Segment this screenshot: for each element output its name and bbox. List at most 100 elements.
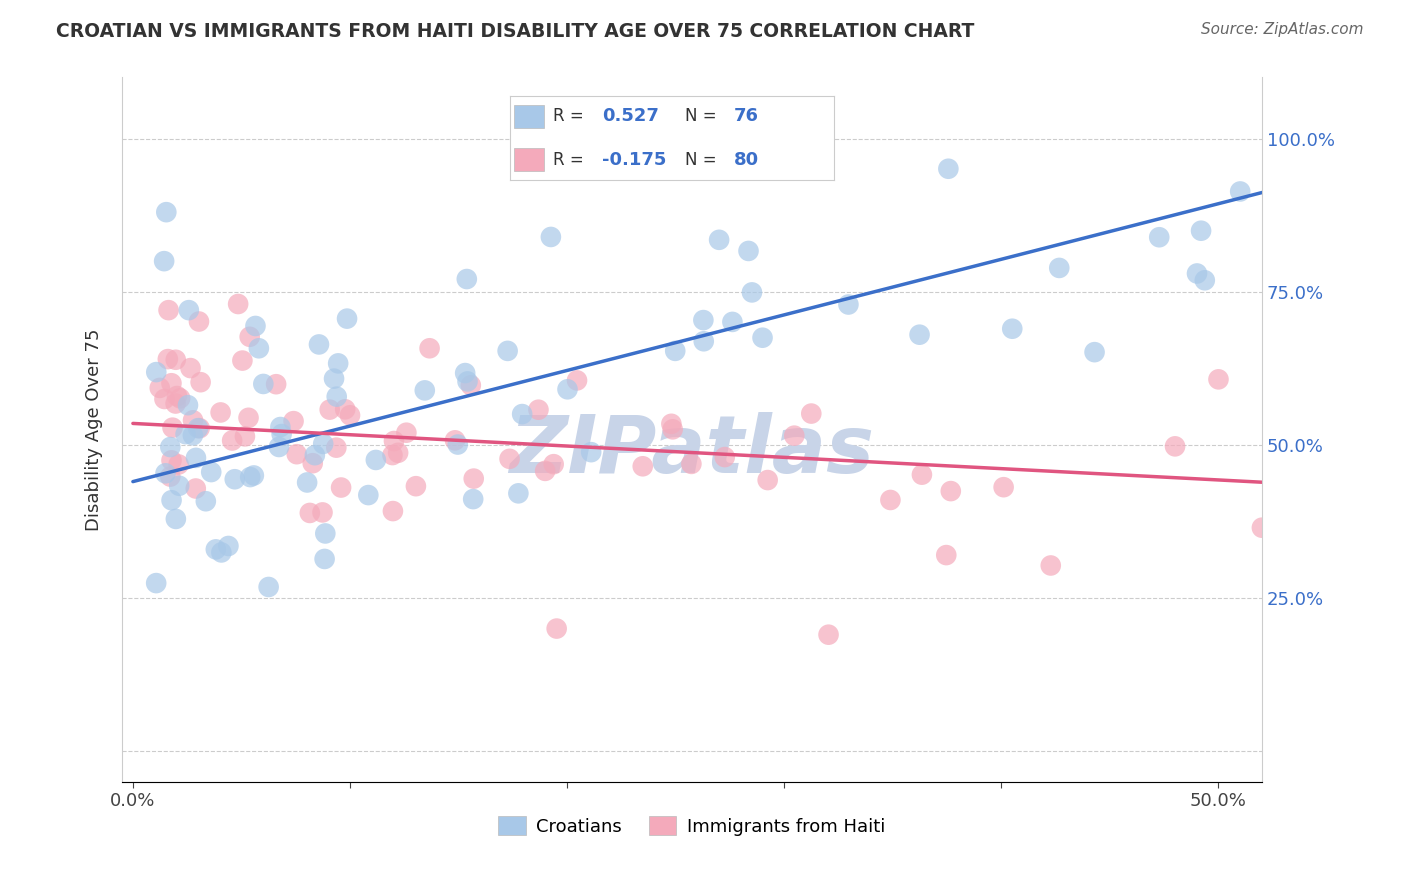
Point bbox=[1337, 457, 1360, 471]
Point bbox=[267, 440, 290, 454]
Point bbox=[1039, 558, 1062, 573]
Point bbox=[1147, 230, 1170, 244]
Point bbox=[314, 526, 336, 541]
Point bbox=[153, 254, 176, 268]
Point bbox=[149, 381, 172, 395]
Point bbox=[756, 473, 779, 487]
Point bbox=[153, 392, 176, 406]
Point bbox=[693, 334, 716, 349]
Point bbox=[318, 402, 340, 417]
Point bbox=[721, 315, 744, 329]
Point bbox=[454, 366, 477, 380]
Point bbox=[783, 428, 806, 442]
Point bbox=[239, 330, 262, 344]
Point bbox=[1194, 273, 1216, 287]
Point bbox=[1083, 345, 1105, 359]
Point bbox=[221, 434, 243, 448]
Point bbox=[737, 244, 759, 258]
Point bbox=[741, 285, 763, 300]
Point bbox=[681, 457, 703, 471]
Point bbox=[546, 622, 568, 636]
Point bbox=[231, 353, 253, 368]
Point bbox=[457, 375, 479, 389]
Point bbox=[155, 467, 177, 481]
Point bbox=[226, 297, 249, 311]
Point bbox=[817, 628, 839, 642]
Point bbox=[166, 389, 188, 403]
Point bbox=[1272, 514, 1295, 528]
Point bbox=[1316, 520, 1339, 534]
Point bbox=[751, 331, 773, 345]
Text: Source: ZipAtlas.com: Source: ZipAtlas.com bbox=[1201, 22, 1364, 37]
Point bbox=[184, 482, 207, 496]
Point bbox=[156, 352, 179, 367]
Point bbox=[460, 378, 482, 392]
Point bbox=[381, 448, 404, 462]
Point bbox=[159, 440, 181, 454]
Point bbox=[160, 376, 183, 391]
Point bbox=[1229, 185, 1251, 199]
Point bbox=[534, 464, 557, 478]
Point bbox=[456, 272, 478, 286]
Point bbox=[557, 382, 579, 396]
Point bbox=[165, 396, 187, 410]
Point bbox=[357, 488, 380, 502]
Point bbox=[162, 420, 184, 434]
Point bbox=[381, 504, 404, 518]
Point bbox=[579, 445, 602, 459]
Point bbox=[157, 303, 180, 318]
Text: ZIPatlas: ZIPatlas bbox=[509, 412, 875, 490]
Point bbox=[1381, 454, 1403, 468]
Point bbox=[181, 413, 204, 427]
Point bbox=[184, 450, 207, 465]
Point bbox=[188, 421, 211, 435]
Point bbox=[382, 434, 405, 448]
Point bbox=[243, 468, 266, 483]
Point bbox=[323, 371, 346, 385]
Point bbox=[938, 161, 960, 176]
Point bbox=[304, 448, 326, 462]
Point bbox=[247, 341, 270, 355]
Point bbox=[911, 467, 934, 482]
Point bbox=[209, 405, 232, 419]
Point bbox=[177, 303, 200, 318]
Point bbox=[1185, 267, 1208, 281]
Point bbox=[1251, 521, 1274, 535]
Point bbox=[661, 417, 683, 431]
Point bbox=[364, 453, 387, 467]
Point bbox=[879, 493, 901, 508]
Point bbox=[935, 548, 957, 562]
Point bbox=[837, 297, 859, 311]
Point bbox=[239, 470, 262, 484]
Point bbox=[187, 421, 209, 435]
Point bbox=[540, 230, 562, 244]
Point bbox=[205, 542, 228, 557]
Point bbox=[463, 492, 485, 507]
Point bbox=[159, 469, 181, 483]
Point bbox=[200, 465, 222, 479]
Point bbox=[664, 343, 686, 358]
Text: CROATIAN VS IMMIGRANTS FROM HAITI DISABILITY AGE OVER 75 CORRELATION CHART: CROATIAN VS IMMIGRANTS FROM HAITI DISABI… bbox=[56, 22, 974, 41]
Point bbox=[335, 402, 357, 417]
Point bbox=[330, 481, 353, 495]
Point bbox=[325, 441, 347, 455]
Point bbox=[496, 343, 519, 358]
Point bbox=[177, 398, 200, 412]
Point bbox=[413, 384, 436, 398]
Point bbox=[800, 407, 823, 421]
Point bbox=[1294, 499, 1316, 513]
Point bbox=[336, 311, 359, 326]
Point bbox=[387, 446, 409, 460]
Point bbox=[145, 365, 167, 379]
Point bbox=[444, 434, 467, 448]
Point bbox=[463, 472, 485, 486]
Point bbox=[167, 479, 190, 493]
Point bbox=[707, 233, 730, 247]
Point bbox=[257, 580, 280, 594]
Point bbox=[1164, 439, 1187, 453]
Point bbox=[1360, 516, 1382, 531]
Y-axis label: Disability Age Over 75: Disability Age Over 75 bbox=[86, 328, 103, 531]
Point bbox=[308, 337, 330, 351]
Point bbox=[1294, 101, 1316, 115]
Point bbox=[167, 458, 190, 472]
